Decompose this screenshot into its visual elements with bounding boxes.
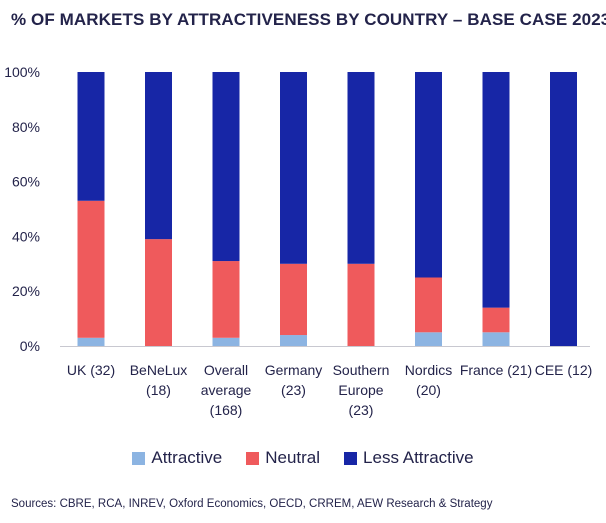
x-tick-label: Overall average (168) <box>201 362 252 418</box>
bar-segment-neutral <box>280 263 307 336</box>
bar-segment-neutral <box>415 277 442 333</box>
x-tick-label: Southern Europe (23) <box>333 362 390 418</box>
x-tick-label: UK (32) <box>67 362 115 378</box>
bar-segment-neutral <box>212 261 240 338</box>
bar-segment-less-attractive <box>212 72 240 262</box>
bar-segment-less-attractive <box>482 72 510 308</box>
legend-item-neutral: Neutral <box>246 448 320 468</box>
legend-label-neutral: Neutral <box>265 448 321 467</box>
stacked-bar-chart: 0% 20% 40% 60% 80% 100% UK (32) BeNeLux (18) Ove… <box>4 64 593 418</box>
legend-label-attractive: Attractive <box>151 448 223 467</box>
legend: Attractive Neutral Less Attractive <box>0 448 606 468</box>
source-note: Sources: CBRE, RCA, INREV, Oxford Econom… <box>11 498 493 510</box>
x-axis: UK (32) BeNeLux (18) Overall average (168) Ger… <box>60 346 593 418</box>
y-tick-label: 60% <box>12 174 40 190</box>
bar-segment-neutral <box>347 263 375 346</box>
y-tick-label: 20% <box>12 283 40 299</box>
bar-segment-attractive <box>212 337 240 346</box>
x-tick-label: France (21) <box>460 362 532 378</box>
bar-segment-neutral <box>77 200 105 338</box>
bar-segment-attractive <box>415 332 442 346</box>
x-tick-label: BeNeLux (18) <box>130 362 188 398</box>
x-tick-label: Nordics (20) <box>405 362 452 398</box>
legend-swatch-attractive <box>132 451 146 465</box>
bar-segment-less-attractive <box>145 72 172 240</box>
y-axis: 0% 20% 40% 60% 80% 100% <box>4 64 40 354</box>
bar-segment-attractive <box>280 335 307 346</box>
bar-segment-attractive <box>77 337 105 346</box>
chart-title: % OF MARKETS BY ATTRACTIVENESS BY COUNTR… <box>11 10 606 29</box>
bar-segment-neutral <box>482 307 510 333</box>
bars <box>77 72 577 346</box>
bar-segment-less-attractive <box>347 72 375 264</box>
y-tick-label: 100% <box>4 64 40 80</box>
x-tick-label: Germany (23) <box>265 362 323 398</box>
y-tick-label: 0% <box>20 338 40 354</box>
bar-segment-attractive <box>482 332 510 346</box>
legend-swatch-neutral <box>246 451 260 465</box>
y-tick-label: 80% <box>12 119 40 135</box>
legend-item-less-attractive: Less Attractive <box>344 448 474 468</box>
bar-segment-less-attractive <box>415 72 442 278</box>
y-tick-label: 40% <box>12 228 40 244</box>
bar-segment-less-attractive <box>550 72 577 346</box>
bar-segment-less-attractive <box>77 72 105 201</box>
bar-segment-neutral <box>145 239 172 346</box>
bar-segment-less-attractive <box>280 72 307 264</box>
legend-item-attractive: Attractive <box>132 448 222 468</box>
x-tick-label: CEE (12) <box>535 362 593 378</box>
legend-swatch-less-attractive <box>344 451 358 465</box>
legend-label-less-attractive: Less Attractive <box>363 448 474 467</box>
